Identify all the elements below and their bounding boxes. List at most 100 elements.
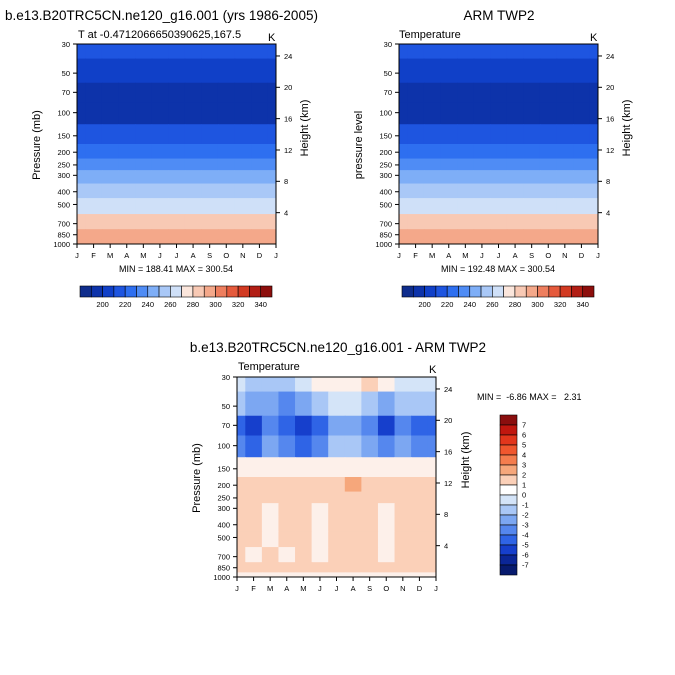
heatmap-cell [217, 124, 236, 145]
colorbar-swatch [435, 285, 448, 298]
colorbar-swatch [559, 285, 572, 298]
heatmap-cell [473, 144, 491, 160]
panel-difference: b.e13.B20TRC5CN.ne120_g16.001 - ARM TWP2… [190, 340, 582, 593]
x-tick-label: S [207, 251, 212, 260]
heatmap-cell [245, 531, 263, 548]
heatmap-cell [407, 170, 425, 185]
heatmap-cell [295, 415, 313, 437]
x-tick-label: J [235, 584, 239, 593]
colorbar-label: 2 [522, 471, 526, 480]
heatmap-cell [556, 158, 574, 171]
heatmap-cell [237, 415, 246, 437]
colorbar-swatch [170, 285, 182, 298]
heatmap-cell [344, 531, 362, 548]
heatmap-cell [261, 562, 280, 573]
colorbar-label: 4 [522, 451, 526, 460]
heatmap-cell [151, 144, 169, 160]
heatmap-cell [278, 503, 296, 518]
heatmap-cell [394, 503, 412, 518]
heatmap-cell [217, 214, 236, 230]
heatmap-cell [295, 547, 313, 563]
heatmap-cell [217, 58, 236, 84]
heatmap-cell [394, 391, 412, 417]
heatmap-cell [85, 183, 103, 199]
heatmap-cell [411, 547, 429, 563]
heatmap-cell [135, 82, 153, 104]
colorbar-swatch [237, 285, 250, 298]
heatmap-cell [267, 144, 276, 160]
heatmap-cell [399, 82, 408, 104]
colorbar-swatch [499, 544, 518, 556]
y-tick-label: 50 [384, 69, 392, 78]
y2-axis-label: Height (km) [460, 432, 472, 489]
heatmap-cell [407, 124, 425, 145]
heatmap-cell [440, 44, 458, 60]
heatmap-cell [573, 229, 591, 240]
heatmap-cell [77, 144, 86, 160]
x-tick-label: M [300, 584, 306, 593]
heatmap-cell [311, 415, 329, 437]
heatmap-cell [490, 82, 508, 104]
heatmap-cell [201, 239, 219, 244]
heatmap-cell [184, 198, 202, 215]
heatmap-cell [394, 457, 412, 478]
colorbar-label: 340 [576, 300, 589, 309]
heatmap-cell [556, 198, 574, 215]
colorbar-label: 220 [441, 300, 454, 309]
heatmap-cell [328, 435, 346, 458]
heatmap-cell [427, 516, 436, 532]
heatmap-cell [168, 158, 186, 171]
heatmap-cell [423, 58, 442, 84]
heatmap-cell [523, 214, 541, 230]
heatmap-cell [168, 82, 186, 104]
heatmap-cell [135, 158, 153, 171]
heatmap-cell [344, 477, 362, 493]
heatmap-cell [490, 102, 508, 125]
heatmap-cell [573, 82, 591, 104]
heatmap-cell [234, 158, 252, 171]
heatmap-cell [267, 214, 276, 230]
heatmap-cell [523, 102, 541, 125]
heatmap-cell [556, 144, 574, 160]
heatmap-cell [85, 214, 103, 230]
heatmap-cell [490, 239, 508, 244]
heatmap-cell [77, 44, 86, 60]
heatmap-cell [411, 516, 429, 532]
heatmap-cell [245, 572, 263, 577]
x-tick-label: S [367, 584, 372, 593]
heatmap-cell [311, 435, 329, 458]
heatmap-cell [506, 183, 524, 199]
heatmap-cell [457, 82, 475, 104]
heatmap-cell [539, 124, 558, 145]
x-tick-label: S [529, 251, 534, 260]
heatmap-cell [101, 214, 120, 230]
heatmap-cell [573, 170, 591, 185]
colorbar-swatch [446, 285, 459, 298]
heatmap-cell [267, 102, 276, 125]
heatmap-cell [118, 82, 136, 104]
heatmap-cell [361, 391, 379, 417]
panel-title: b.e13.B20TRC5CN.ne120_g16.001 (yrs 1986-… [5, 8, 318, 23]
heatmap-cell [77, 170, 86, 185]
heatmap-cell [295, 531, 313, 548]
heatmap-cell [184, 124, 202, 145]
x-tick-label: M [462, 251, 468, 260]
heatmap-cell [361, 477, 379, 493]
y-tick-label: 1000 [53, 240, 70, 249]
heatmap-cell [427, 572, 436, 577]
heatmap-cell [523, 44, 541, 60]
colorbar-swatch [226, 285, 239, 298]
heatmap-cell [361, 572, 379, 577]
heatmap-cell [311, 562, 329, 573]
y-tick-label: 250 [379, 161, 392, 170]
colorbar-swatch [537, 285, 550, 298]
colorbar-label: 0 [522, 491, 526, 500]
heatmap-cell [440, 229, 458, 240]
heatmap-cell [234, 102, 252, 125]
heatmap-cell [295, 516, 313, 532]
heatmap-cell [168, 183, 186, 199]
heatmap-cell [589, 82, 598, 104]
heatmap-cell [311, 491, 329, 504]
colorbar-label: 7 [522, 421, 526, 430]
